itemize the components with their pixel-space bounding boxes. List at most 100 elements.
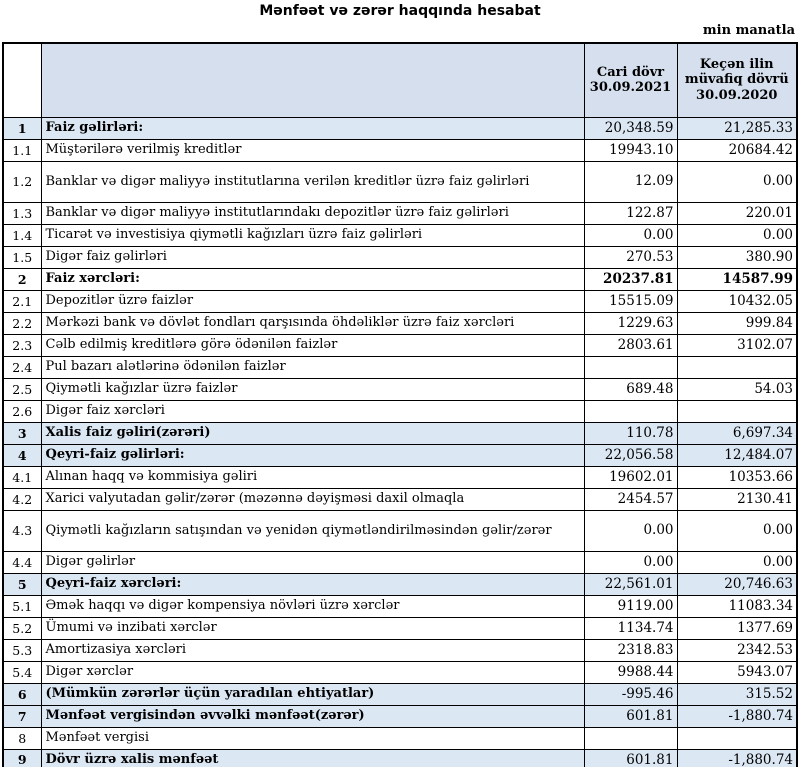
row-number: 5.1 bbox=[2, 594, 42, 618]
row-label: Mərkəzi bank və dövlət fondları qarşısın… bbox=[40, 311, 585, 335]
table-row: 1.3 Banklar və digər maliyyə institutları… bbox=[2, 201, 798, 225]
value-previous-period bbox=[676, 355, 798, 379]
value-previous-period: 6,697.34 bbox=[676, 421, 798, 445]
table-row: 4 Qeyri-faiz gəlirləri: 22,056.58 12,484.07 bbox=[2, 443, 798, 467]
header-cell-current-period: Cari dövr 30.09.2021 bbox=[583, 42, 678, 118]
value-current-period: 19943.10 bbox=[583, 138, 678, 162]
table-row: 9 Dövr üzrə xalis mənfəət 601.81 -1,880.74 bbox=[2, 748, 798, 767]
current-period-label: Cari dövr bbox=[596, 64, 665, 80]
value-current-period: 2803.61 bbox=[583, 333, 678, 357]
row-label: Digər faiz xərcləri bbox=[40, 399, 585, 423]
value-current-period: 19602.01 bbox=[583, 465, 678, 489]
row-number: 4 bbox=[2, 443, 42, 467]
value-previous-period: 0.00 bbox=[676, 550, 798, 574]
row-label: Xalis faiz gəliri(zərəri) bbox=[40, 421, 585, 445]
value-previous-period: 380.90 bbox=[676, 245, 798, 269]
value-current-period: 9988.44 bbox=[583, 660, 678, 684]
value-current-period bbox=[583, 726, 678, 750]
table-row: 2.6 Digər faiz xərcləri bbox=[2, 399, 798, 423]
row-label: Dövr üzrə xalis mənfəət bbox=[40, 748, 585, 767]
table-row: 1.2 Banklar və digər maliyyə institutları… bbox=[2, 160, 798, 203]
previous-period-date: 30.09.2020 bbox=[696, 88, 778, 104]
header-cell-previous-period: Keçən ilin müvafiq dövrü 30.09.2020 bbox=[676, 42, 798, 118]
row-number: 1.4 bbox=[2, 223, 42, 247]
value-previous-period: 11083.34 bbox=[676, 594, 798, 618]
header-cell-description bbox=[40, 42, 585, 118]
row-number: 2.2 bbox=[2, 311, 42, 335]
row-number: 1.3 bbox=[2, 201, 42, 225]
unit-note: min manatla bbox=[702, 23, 795, 38]
value-current-period: 20,348.59 bbox=[583, 116, 678, 140]
value-current-period bbox=[583, 355, 678, 379]
table-row: 8 Mənfəət vergisi bbox=[2, 726, 798, 750]
table-row: 2.3 Cəlb edilmiş kreditlərə görə ödənilən… bbox=[2, 333, 798, 357]
row-number: 9 bbox=[2, 748, 42, 767]
value-previous-period: 0.00 bbox=[676, 509, 798, 552]
row-number: 5.3 bbox=[2, 638, 42, 662]
row-label: Ümumi və inzibati xərclər bbox=[40, 616, 585, 640]
value-current-period: 601.81 bbox=[583, 748, 678, 767]
table-row: 5.4 Digər xərclər 9988.44 5943.07 bbox=[2, 660, 798, 684]
table-row: 2.4 Pul bazarı alətlərinə ödənilən faizlə… bbox=[2, 355, 798, 379]
row-number: 1 bbox=[2, 116, 42, 140]
row-label: Digər faiz gəlirləri bbox=[40, 245, 585, 269]
row-label: Banklar və digər maliyyə institutlarına … bbox=[40, 160, 585, 203]
row-label: Xarici valyutadan gəlir/zərər (məzənnə d… bbox=[40, 487, 585, 511]
value-current-period: 1134.74 bbox=[583, 616, 678, 640]
value-current-period: 1229.63 bbox=[583, 311, 678, 335]
value-previous-period: 10432.05 bbox=[676, 289, 798, 313]
value-previous-period: 315.52 bbox=[676, 682, 798, 706]
table-row: 5 Qeyri-faiz xərcləri: 22,561.01 20,746.63 bbox=[2, 572, 798, 596]
row-number: 2 bbox=[2, 267, 42, 291]
row-number: 1.2 bbox=[2, 160, 42, 203]
value-current-period: 9119.00 bbox=[583, 594, 678, 618]
value-current-period: 110.78 bbox=[583, 421, 678, 445]
row-number: 1.1 bbox=[2, 138, 42, 162]
table-row: 7 Mənfəət vergisindən əvvəlki mənfəət(zər… bbox=[2, 704, 798, 728]
row-number: 5.4 bbox=[2, 660, 42, 684]
value-previous-period bbox=[676, 399, 798, 423]
row-label: Faiz xərcləri: bbox=[40, 267, 585, 291]
table-row: 1.4 Ticarət və investisiya qiymətli kağız… bbox=[2, 223, 798, 247]
value-previous-period: 21,285.33 bbox=[676, 116, 798, 140]
row-number: 3 bbox=[2, 421, 42, 445]
profit-loss-table: Cari dövr 30.09.2021 Keçən ilin müvafiq … bbox=[2, 42, 798, 767]
row-label: Əmək haqqı və digər kompensiya növləri ü… bbox=[40, 594, 585, 618]
row-number: 4.1 bbox=[2, 465, 42, 489]
row-label: Qiymətli kağızların satışından və yenidə… bbox=[40, 509, 585, 552]
row-label: (Mümkün zərərlər üçün yaradılan ehtiyatl… bbox=[40, 682, 585, 706]
header-cell-number bbox=[2, 42, 42, 118]
row-number: 5 bbox=[2, 572, 42, 596]
value-previous-period: 12,484.07 bbox=[676, 443, 798, 467]
value-previous-period: 2342.53 bbox=[676, 638, 798, 662]
table-row: 2 Faiz xərcləri: 20237.81 14587.99 bbox=[2, 267, 798, 291]
row-number: 5.2 bbox=[2, 616, 42, 640]
row-label: Alınan haqq və kommisiya gəliri bbox=[40, 465, 585, 489]
value-previous-period bbox=[676, 726, 798, 750]
value-previous-period: 54.03 bbox=[676, 377, 798, 401]
row-number: 2.1 bbox=[2, 289, 42, 313]
value-current-period: 20237.81 bbox=[583, 267, 678, 291]
row-label: Pul bazarı alətlərinə ödənilən faizlər bbox=[40, 355, 585, 379]
table-row: 5.3 Amortizasiya xərcləri 2318.83 2342.53 bbox=[2, 638, 798, 662]
row-label: Qeyri-faiz xərcləri: bbox=[40, 572, 585, 596]
row-label: Qiymətli kağızlar üzrə faizlər bbox=[40, 377, 585, 401]
value-current-period: 270.53 bbox=[583, 245, 678, 269]
table-row: 6 (Mümkün zərərlər üçün yaradılan ehtiyat… bbox=[2, 682, 798, 706]
row-label: Faiz gəlirləri: bbox=[40, 116, 585, 140]
value-previous-period: 20684.42 bbox=[676, 138, 798, 162]
table-row: 4.1 Alınan haqq və kommisiya gəliri 19602.… bbox=[2, 465, 798, 489]
row-number: 7 bbox=[2, 704, 42, 728]
row-number: 6 bbox=[2, 682, 42, 706]
row-label: Depozitlər üzrə faizlər bbox=[40, 289, 585, 313]
previous-period-label-1: Keçən ilin bbox=[699, 56, 774, 72]
table-row: 4.3 Qiymətli kağızların satışından və yen… bbox=[2, 509, 798, 552]
value-previous-period: -1,880.74 bbox=[676, 704, 798, 728]
value-previous-period: 3102.07 bbox=[676, 333, 798, 357]
row-number: 2.4 bbox=[2, 355, 42, 379]
current-period-date: 30.09.2021 bbox=[589, 80, 672, 96]
value-current-period: 2318.83 bbox=[583, 638, 678, 662]
row-number: 2.5 bbox=[2, 377, 42, 401]
table-row: 2.5 Qiymətli kağızlar üzrə faizlər 689.48 5… bbox=[2, 377, 798, 401]
value-current-period: -995.46 bbox=[583, 682, 678, 706]
